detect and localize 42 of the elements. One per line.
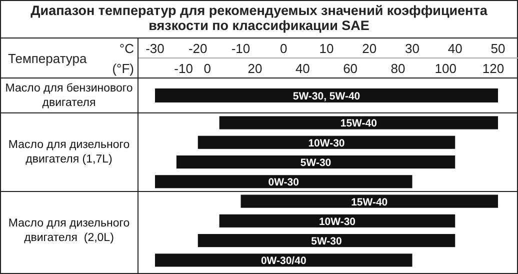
x2-tick-label: 0 (204, 61, 212, 76)
y-tick-label: 10W-30 (308, 137, 345, 150)
x2-tick-label: 120 (482, 61, 504, 76)
x-tick-label: -30 (146, 41, 164, 56)
x-axis-title: °C (119, 41, 134, 56)
y-axis-title: Температура (8, 51, 88, 66)
bar (155, 254, 412, 267)
bar (155, 175, 412, 188)
bar (176, 155, 456, 169)
x2-tick-label: 40 (295, 61, 310, 76)
x-tick-label: -10 (231, 41, 250, 56)
y-tick-label: 10W-30 (318, 216, 356, 228)
bar (155, 88, 498, 102)
y-tick-label: 5W-30, 5W-40 (292, 90, 360, 102)
x2-tick-label: 20 (248, 61, 262, 76)
x2-axis-title: (°F) (112, 61, 134, 76)
x-tick-label: 50 (490, 41, 506, 56)
x2-tick-label: 100 (434, 61, 456, 76)
x-tick-label: 20 (362, 41, 377, 56)
bar (219, 214, 456, 228)
y-tick-label: 15W-40 (351, 196, 388, 208)
x-tick-label: 0 (280, 41, 288, 56)
x2-tick-label: 80 (390, 61, 406, 76)
x-tick-label: -20 (188, 41, 208, 56)
y-tick-label: 5W-30 (300, 157, 332, 169)
x2-tick-label: -10 (174, 61, 193, 76)
x-tick-label: 30 (405, 41, 420, 56)
bar (198, 136, 456, 149)
text: Масло для дизельного двигателя (1,7L) (8, 139, 130, 166)
series-label: Масло для бензинового двигателя (5, 82, 133, 109)
x2-tick-label: 60 (343, 61, 358, 76)
x-tick-label: 10 (319, 41, 334, 56)
x-tick-label: 40 (448, 41, 462, 56)
y-tick-label: 15W-40 (340, 118, 378, 130)
y-tick-label: 0W-30/40 (260, 255, 306, 268)
bar (198, 234, 456, 248)
bar (219, 116, 498, 130)
text: Масло для дизельного двигателя (2,0L) (8, 218, 130, 244)
y-tick-label: 5W-30 (311, 236, 342, 248)
chart-title: Диапазон температур для рекомендуемых значений коэффициента вязкости по классификации SAE (30, 3, 488, 33)
y-tick-label: 0W-30 (268, 176, 300, 189)
bar (240, 194, 498, 208)
